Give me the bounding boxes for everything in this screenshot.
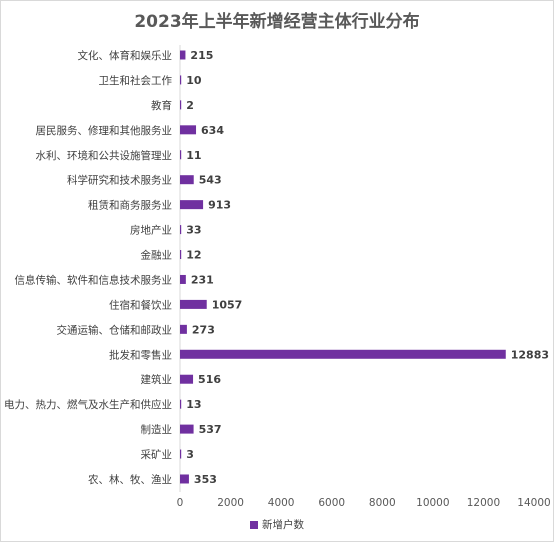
- category-label: 电力、热力、燃气及水生产和供应业: [4, 398, 172, 411]
- data-label: 2: [186, 99, 194, 112]
- data-label: 1057: [212, 298, 243, 311]
- legend: 新增户数: [1, 517, 553, 532]
- data-label: 543: [199, 174, 222, 187]
- category-label: 居民服务、修理和其他服务业: [36, 124, 173, 137]
- bar: [180, 225, 182, 235]
- data-label: 231: [191, 273, 214, 286]
- bar: [180, 125, 197, 135]
- data-label: 12: [186, 249, 201, 262]
- x-tick-label: 6000: [318, 497, 345, 509]
- category-label: 水利、环境和公共设施管理业: [36, 149, 173, 162]
- data-label: 215: [190, 49, 213, 62]
- bar: [180, 424, 194, 434]
- category-label: 住宿和餐饮业: [109, 298, 172, 311]
- category-label: 批发和零售业: [109, 348, 172, 361]
- data-label: 537: [199, 423, 222, 436]
- bar: [180, 175, 194, 185]
- data-label: 11: [186, 149, 201, 162]
- bar: [180, 75, 182, 85]
- bar: [180, 299, 207, 309]
- legend-swatch: [250, 520, 258, 529]
- bar: [180, 50, 186, 60]
- data-label: 13: [186, 398, 201, 411]
- data-label: 10: [186, 74, 202, 87]
- category-label: 租赁和商务服务业: [88, 199, 172, 212]
- bar: [180, 474, 189, 484]
- category-label: 房地产业: [130, 224, 172, 237]
- x-tick-label: 8000: [369, 497, 396, 509]
- category-label: 科学研究和技术服务业: [67, 174, 172, 187]
- x-tick-label: 2000: [217, 497, 244, 509]
- category-label: 教育: [151, 99, 172, 112]
- legend-series-name: 新增户数: [262, 519, 304, 531]
- bar: [180, 150, 182, 160]
- category-label: 交通运输、仓储和邮政业: [57, 323, 173, 336]
- category-label: 采矿业: [141, 448, 173, 461]
- category-label: 信息传输、软件和信息技术服务业: [15, 273, 173, 286]
- data-label: 353: [194, 473, 217, 486]
- category-label: 制造业: [141, 423, 173, 436]
- data-label: 33: [186, 224, 201, 237]
- bar: [180, 349, 506, 359]
- data-label: 913: [208, 199, 231, 212]
- bar: [180, 200, 204, 210]
- bar: [180, 399, 182, 409]
- bar: [180, 250, 182, 260]
- data-label: 3: [186, 448, 194, 461]
- data-label: 273: [192, 323, 215, 336]
- bar: [180, 374, 194, 384]
- category-label: 建筑业: [141, 373, 173, 386]
- bar: [180, 449, 182, 459]
- data-label: 12883: [511, 348, 549, 361]
- category-label: 农、林、牧、渔业: [88, 473, 172, 486]
- bar: [180, 274, 186, 284]
- x-tick-label: 12000: [467, 497, 500, 509]
- bar: [180, 324, 187, 334]
- x-tick-label: 0: [177, 497, 184, 509]
- x-tick-label: 4000: [268, 497, 295, 509]
- x-tick-label: 10000: [416, 497, 449, 509]
- bar: [180, 100, 182, 110]
- category-label: 卫生和社会工作: [99, 74, 173, 87]
- category-label: 文化、体育和娱乐业: [78, 49, 173, 62]
- category-label: 金融业: [141, 249, 173, 262]
- data-label: 516: [198, 373, 221, 386]
- x-tick-label: 14000: [517, 497, 550, 509]
- chart-title: 2023年上半年新增经营主体行业分布: [134, 12, 420, 32]
- data-label: 634: [201, 124, 224, 137]
